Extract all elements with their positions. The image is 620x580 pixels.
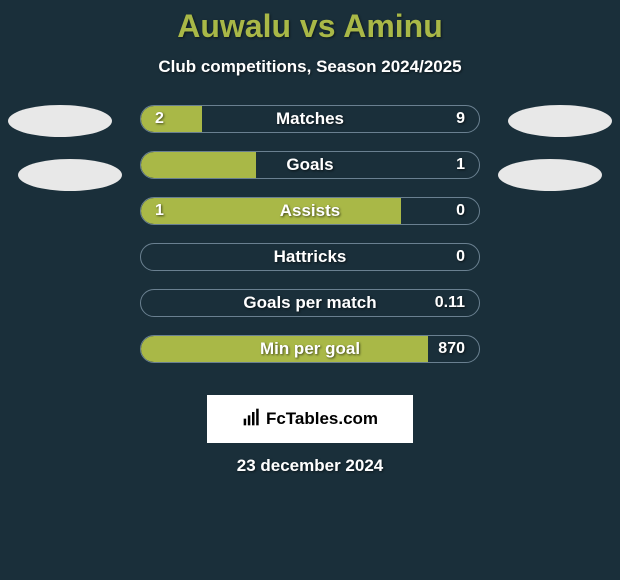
bar-value-right: 870	[438, 336, 465, 362]
player-left-flag	[8, 105, 112, 137]
stat-bar: 2Matches9	[140, 105, 480, 133]
player-left-club	[18, 159, 122, 191]
bar-label: Hattricks	[141, 244, 479, 270]
chart-icon	[242, 407, 262, 432]
player-right-flag	[508, 105, 612, 137]
stat-bar: Hattricks0	[140, 243, 480, 271]
bar-value-right: 0.11	[435, 290, 465, 316]
stat-bar: Goals per match0.11	[140, 289, 480, 317]
player-right-club	[498, 159, 602, 191]
bars-container: 2Matches9Goals11Assists0Hattricks0Goals …	[140, 105, 480, 381]
page-subtitle: Club competitions, Season 2024/2025	[0, 57, 620, 77]
stat-bar: 1Assists0	[140, 197, 480, 225]
bar-label: Assists	[141, 198, 479, 224]
bar-value-right: 9	[456, 106, 465, 132]
date-text: 23 december 2024	[0, 456, 620, 476]
stat-bar: Min per goal870	[140, 335, 480, 363]
logo-text: FcTables.com	[266, 409, 378, 429]
page-title: Auwalu vs Aminu	[0, 8, 620, 45]
stat-bar: Goals1	[140, 151, 480, 179]
bar-value-right: 0	[456, 244, 465, 270]
bar-label: Goals per match	[141, 290, 479, 316]
bar-label: Min per goal	[141, 336, 479, 362]
bar-label: Matches	[141, 106, 479, 132]
logo-box: FcTables.com	[207, 395, 413, 443]
bar-value-right: 1	[456, 152, 465, 178]
bar-value-right: 0	[456, 198, 465, 224]
bar-label: Goals	[141, 152, 479, 178]
